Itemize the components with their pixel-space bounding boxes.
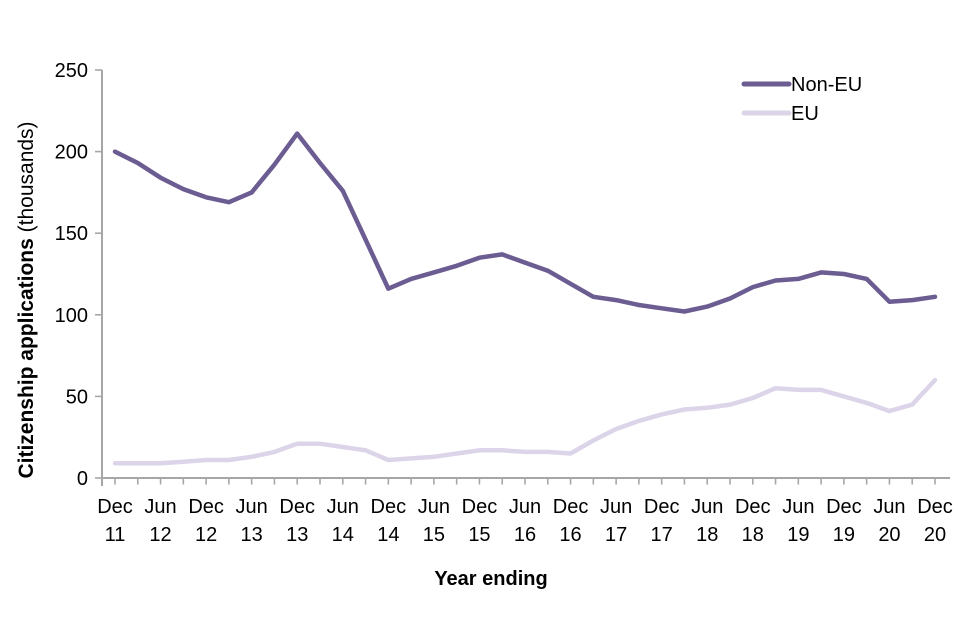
x-tick-label-year: 13 <box>286 524 308 546</box>
x-tick-label: Jun 16 <box>509 496 541 546</box>
x-tick-label-year: 14 <box>377 524 399 546</box>
x-tick-label-year: 16 <box>559 524 581 546</box>
x-tick-label-year: 15 <box>423 524 445 546</box>
y-tick-label: 200 <box>55 142 88 164</box>
y-tick-label: 250 <box>55 60 88 82</box>
x-tick-label-month: Jun <box>327 496 359 518</box>
x-tick-label-year: 19 <box>833 524 855 546</box>
x-tick-label-month: Dec <box>644 496 680 518</box>
legend-label-non-eu: Non-EU <box>791 74 862 96</box>
x-tick-label: Dec 13 <box>279 496 315 546</box>
x-tick-label-year: 14 <box>332 524 354 546</box>
x-tick-label: Jun 15 <box>418 496 450 546</box>
x-tick-label-month: Jun <box>600 496 632 518</box>
x-tick-label: Jun 14 <box>327 496 359 546</box>
x-tick-label: Jun 20 <box>873 496 905 546</box>
x-tick-label: Dec 16 <box>553 496 589 546</box>
x-tick-label-month: Dec <box>826 496 862 518</box>
x-tick-label: Dec 20 <box>917 496 953 546</box>
x-tick-label-month: Jun <box>782 496 814 518</box>
y-axis-ticks: 0 50 100 150 200 250 <box>55 60 102 490</box>
x-tick-label: Jun 17 <box>600 496 632 546</box>
y-tick-label: 50 <box>66 386 88 408</box>
x-axis-ticks: Dec 11 Jun 12 Dec 12 Jun 13 Dec 13 Jun 14 Dec 14 Jun 15… <box>97 479 953 546</box>
x-tick-label-month: Dec <box>553 496 589 518</box>
x-tick-label-month: Dec <box>917 496 953 518</box>
x-tick-label-year: 16 <box>514 524 536 546</box>
x-tick-label-month: Dec <box>735 496 771 518</box>
x-tick-label: Jun 18 <box>691 496 723 546</box>
x-tick-label-year: 17 <box>605 524 627 546</box>
legend: Non-EU EU <box>741 74 862 125</box>
x-tick-label-month: Dec <box>97 496 133 518</box>
series-line-eu <box>112 377 938 466</box>
x-tick-label-month: Jun <box>691 496 723 518</box>
x-tick-label-year: 15 <box>468 524 490 546</box>
legend-label-eu: EU <box>791 103 819 125</box>
x-tick-label-year: 18 <box>696 524 718 546</box>
x-tick-label-month: Jun <box>509 496 541 518</box>
plot-series <box>112 131 938 466</box>
x-tick-label-year: 19 <box>787 524 809 546</box>
y-axis-title: Citizenship applications (thousands) <box>15 121 38 478</box>
x-tick-label-month: Jun <box>236 496 268 518</box>
x-tick-label-month: Jun <box>418 496 450 518</box>
x-tick-label-year: 17 <box>651 524 673 546</box>
x-tick-label-month: Dec <box>371 496 407 518</box>
x-tick-label: Dec 15 <box>462 496 498 546</box>
x-axis-title: Year ending <box>434 568 547 590</box>
x-tick-label-year: 11 <box>105 524 126 546</box>
y-tick-label: 100 <box>55 305 88 327</box>
x-tick-label: Dec 17 <box>644 496 680 546</box>
x-tick-label: Dec 18 <box>735 496 771 546</box>
y-axis-title-unit: (thousands) <box>15 121 38 232</box>
y-tick-label: 150 <box>55 223 88 245</box>
x-tick-label-year: 12 <box>195 524 217 546</box>
x-tick-label-year: 13 <box>241 524 263 546</box>
x-tick-label: Jun 13 <box>236 496 268 546</box>
x-tick-label: Dec 19 <box>826 496 862 546</box>
x-tick-label: Dec 12 <box>188 496 224 546</box>
y-tick-label: 0 <box>77 468 88 490</box>
x-tick-label-month: Dec <box>462 496 498 518</box>
series-line-non-eu <box>112 131 938 314</box>
x-tick-label-month: Jun <box>144 496 176 518</box>
x-tick-label: Jun 12 <box>144 496 176 546</box>
x-tick-label: Dec 11 <box>97 496 133 546</box>
x-tick-label-month: Jun <box>873 496 905 518</box>
x-tick-label: Dec 14 <box>371 496 407 546</box>
x-tick-label-month: Dec <box>279 496 315 518</box>
x-tick-label-year: 12 <box>149 524 171 546</box>
x-tick-label-year: 20 <box>878 524 900 546</box>
x-tick-label-year: 18 <box>742 524 764 546</box>
x-tick-label: Jun 19 <box>782 496 814 546</box>
y-axis-title-main: Citizenship applications <box>15 232 38 478</box>
x-tick-label-month: Dec <box>188 496 224 518</box>
x-tick-label-year: 20 <box>924 524 946 546</box>
